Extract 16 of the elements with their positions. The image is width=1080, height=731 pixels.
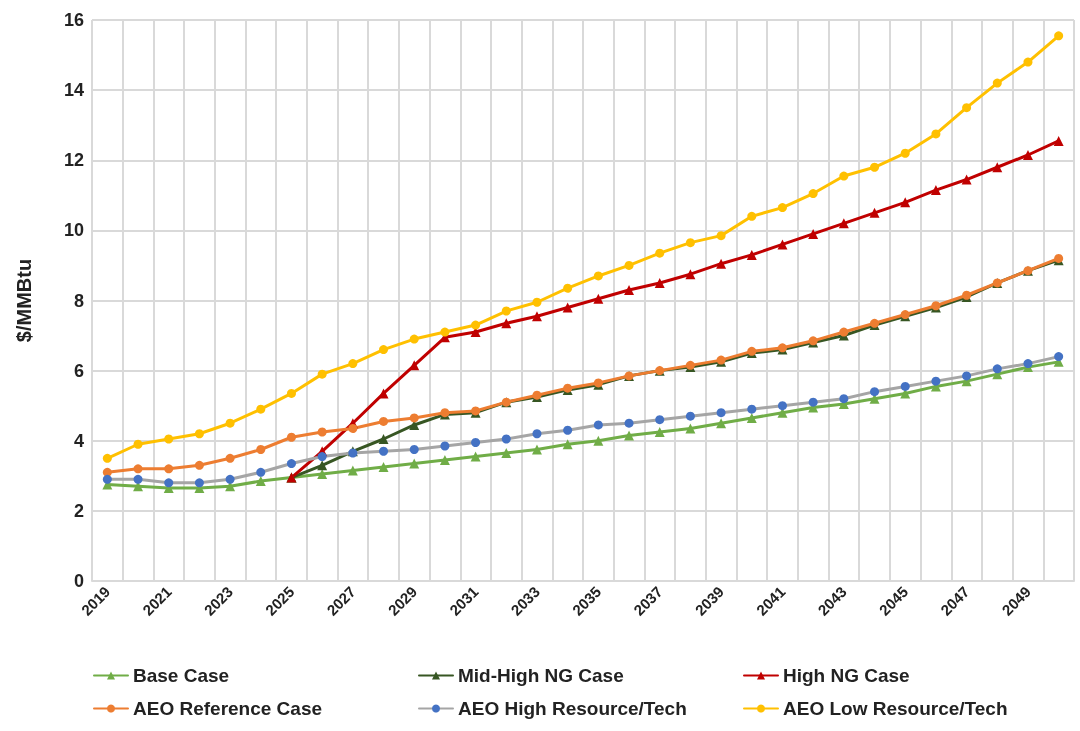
y-tick-label: 4 (73, 430, 84, 451)
y-tick-label: 10 (63, 220, 84, 241)
y-tick-label: 0 (73, 571, 84, 591)
y-tick-label: 8 (73, 290, 84, 311)
legend-label: AEO Reference Case (133, 698, 323, 719)
y-axis-title: $/MMBtu (13, 258, 35, 343)
legend-label: Mid-High NG Case (458, 665, 624, 686)
y-tick-label: 16 (63, 10, 84, 30)
legend-label: High NG Case (783, 665, 910, 686)
y-tick-label: 6 (73, 360, 84, 381)
legend-label: AEO Low Resource/Tech (783, 698, 1008, 719)
y-tick-label: 2 (73, 500, 84, 521)
legend-label: AEO High Resource/Tech (458, 698, 687, 719)
y-tick-label: 14 (63, 80, 84, 101)
y-tick-label: 12 (63, 150, 84, 171)
legend-label: Base Case (133, 665, 230, 686)
